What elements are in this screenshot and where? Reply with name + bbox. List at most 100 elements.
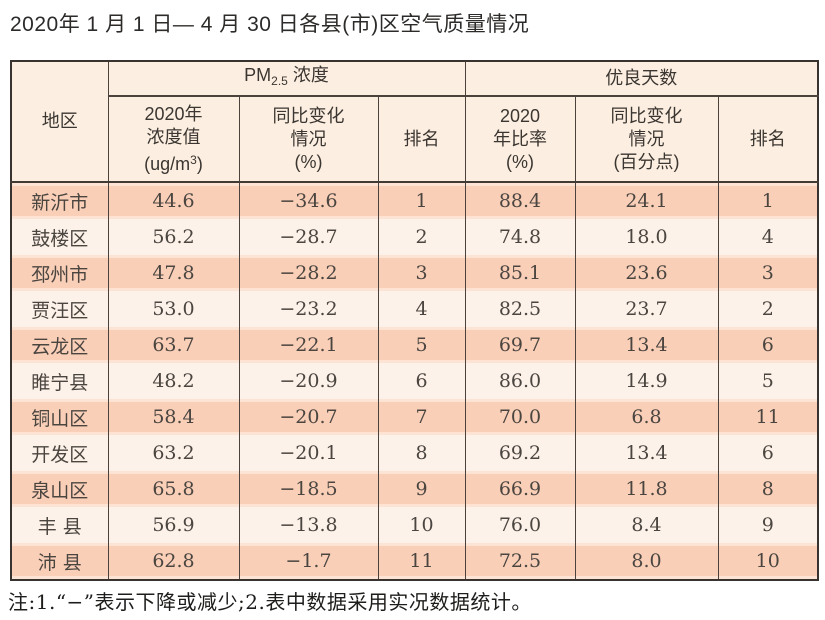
pm-change-cell: −34.6	[238, 182, 379, 219]
pm-rank-cell: 11	[377, 543, 466, 580]
gd-rank-cell: 10	[717, 543, 819, 580]
pm-rank-cell: 6	[377, 363, 466, 399]
table-row: 开发区 63.2 −20.1 8 69.2 13.4 6	[10, 435, 819, 471]
gd-ratio-cell: 74.8	[464, 219, 576, 255]
gd-change-cell: 8.0	[574, 543, 719, 580]
region-cell: 泉山区	[10, 471, 109, 507]
table-row: 贾汪区 53.0 −23.2 4 82.5 23.7 2	[10, 291, 819, 327]
table-row: 云龙区 63.7 −22.1 5 69.7 13.4 6	[10, 327, 819, 363]
table-row: 鼓楼区 56.2 −28.7 2 74.8 18.0 4	[10, 219, 819, 255]
region-cell: 云龙区	[10, 327, 109, 363]
col-header-pm-change: 同比变化 情况 (%)	[238, 96, 379, 183]
col-header-pm-value: 2020年 浓度值 (ug/m3)	[107, 96, 240, 183]
gd-rank-cell: 3	[717, 255, 819, 291]
table-row: 新沂市 44.6 −34.6 1 88.4 24.1 1	[10, 182, 819, 219]
col-group-pm25: PM2.5 浓度	[107, 61, 466, 97]
gd-ratio-cell: 70.0	[464, 399, 576, 435]
region-cell: 铜山区	[10, 399, 109, 435]
gd-change-cell: 23.6	[574, 255, 719, 291]
pm-change-cell: −18.5	[238, 471, 379, 507]
table-row: 泉山区 65.8 −18.5 9 66.9 11.8 8	[10, 471, 819, 507]
gd-ratio-cell: 85.1	[464, 255, 576, 291]
gd-rank-cell: 8	[717, 471, 819, 507]
pm-value-cell: 63.2	[107, 435, 240, 471]
pm-change-cell: −20.9	[238, 363, 379, 399]
pm-subscript: 2.5	[271, 74, 288, 88]
pm-rank-cell: 4	[377, 291, 466, 327]
pm-rank-cell: 7	[377, 399, 466, 435]
pm-rank-cell: 1	[377, 182, 466, 219]
table-header: 地区 PM2.5 浓度 优良天数 2020年 浓度值 (ug/m3) 同比变化 情…	[10, 61, 819, 183]
pm-value-cell: 58.4	[107, 399, 240, 435]
region-cell: 睢宁县	[10, 363, 109, 399]
table-row: 丰 县 56.9 −13.8 10 76.0 8.4 9	[10, 507, 819, 543]
pm-label: PM	[244, 65, 272, 85]
pm-value-cell: 56.2	[107, 219, 240, 255]
gd-ratio-cell: 88.4	[464, 182, 576, 219]
region-cell: 沛 县	[10, 543, 109, 580]
pm-change-cell: −1.7	[238, 543, 379, 580]
gd-ratio-cell: 86.0	[464, 363, 576, 399]
gd-ratio-cell: 76.0	[464, 507, 576, 543]
table-row: 铜山区 58.4 −20.7 7 70.0 6.8 11	[10, 399, 819, 435]
gd-ratio-cell: 66.9	[464, 471, 576, 507]
pm-rank-cell: 2	[377, 219, 466, 255]
gd-change-cell: 14.9	[574, 363, 719, 399]
pm-value-cell: 65.8	[107, 471, 240, 507]
col-header-region: 地区	[10, 61, 109, 183]
region-cell: 丰 县	[10, 507, 109, 543]
region-cell: 邳州市	[10, 255, 109, 291]
pm-value-cell: 53.0	[107, 291, 240, 327]
col-header-gd-rank: 排名	[717, 96, 819, 183]
region-cell: 鼓楼区	[10, 219, 109, 255]
col-header-gd-ratio: 2020 年比率 (%)	[464, 96, 576, 183]
pm-change-cell: −13.8	[238, 507, 379, 543]
table-row: 沛 县 62.8 −1.7 11 72.5 8.0 10	[10, 543, 819, 580]
pm-change-cell: −28.7	[238, 219, 379, 255]
gd-rank-cell: 6	[717, 435, 819, 471]
col-header-pm-rank: 排名	[377, 96, 466, 183]
gd-rank-cell: 5	[717, 363, 819, 399]
gd-rank-cell: 1	[717, 182, 819, 219]
pm-value-cell: 47.8	[107, 255, 240, 291]
table-row: 睢宁县 48.2 −20.9 6 86.0 14.9 5	[10, 363, 819, 399]
gd-ratio-cell: 69.7	[464, 327, 576, 363]
pm-change-cell: −20.7	[238, 399, 379, 435]
pm-change-cell: −22.1	[238, 327, 379, 363]
gd-change-cell: 6.8	[574, 399, 719, 435]
pm-rank-cell: 3	[377, 255, 466, 291]
gd-change-cell: 23.7	[574, 291, 719, 327]
gd-change-cell: 24.1	[574, 182, 719, 219]
footnote: 注:1.“−”表示下降或减少;2.表中数据采用实况数据统计。	[8, 590, 532, 614]
gd-change-cell: 13.4	[574, 327, 719, 363]
gd-rank-cell: 2	[717, 291, 819, 327]
pm-change-cell: −28.2	[238, 255, 379, 291]
gd-change-cell: 18.0	[574, 219, 719, 255]
table-body: 新沂市 44.6 −34.6 1 88.4 24.1 1 鼓楼区 56.2 −28.7 2 74.8 1…	[10, 182, 819, 580]
air-quality-table: 地区 PM2.5 浓度 优良天数 2020年 浓度值 (ug/m3) 同比变化 情…	[10, 60, 819, 581]
pm-change-cell: −20.1	[238, 435, 379, 471]
pm-rank-cell: 10	[377, 507, 466, 543]
pm-rank-cell: 9	[377, 471, 466, 507]
gd-rank-cell: 11	[717, 399, 819, 435]
pm-change-cell: −23.2	[238, 291, 379, 327]
region-cell: 新沂市	[10, 182, 109, 219]
gd-ratio-cell: 69.2	[464, 435, 576, 471]
gd-change-cell: 8.4	[574, 507, 719, 543]
gd-ratio-cell: 82.5	[464, 291, 576, 327]
gd-rank-cell: 6	[717, 327, 819, 363]
region-cell: 开发区	[10, 435, 109, 471]
page-title: 2020年 1 月 1 日— 4 月 30 日各县(市)区空气质量情况	[10, 13, 530, 36]
pm-value-cell: 44.6	[107, 182, 240, 219]
gd-change-cell: 11.8	[574, 471, 719, 507]
pm-value-cell: 48.2	[107, 363, 240, 399]
pm-value-cell: 56.9	[107, 507, 240, 543]
pm-rank-cell: 8	[377, 435, 466, 471]
pm-rank-cell: 5	[377, 327, 466, 363]
pm-value-cell: 63.7	[107, 327, 240, 363]
gd-change-cell: 13.4	[574, 435, 719, 471]
gd-ratio-cell: 72.5	[464, 543, 576, 580]
table-row: 邳州市 47.8 −28.2 3 85.1 23.6 3	[10, 255, 819, 291]
pm-value-cell: 62.8	[107, 543, 240, 580]
col-header-gd-change: 同比变化 情况 (百分点)	[574, 96, 719, 183]
